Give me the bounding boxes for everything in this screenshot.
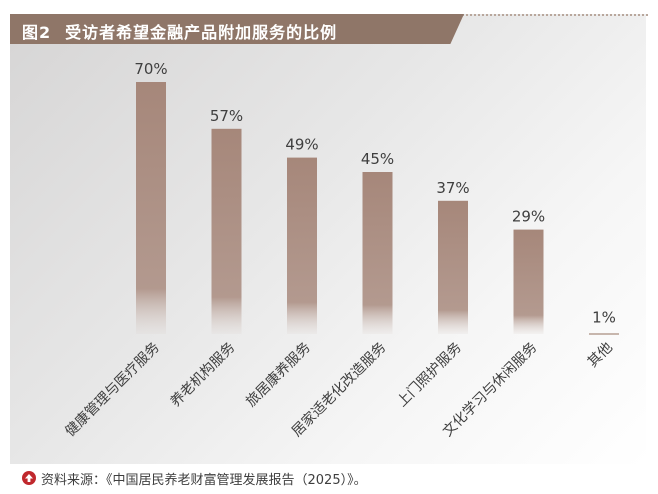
- category-label-5: 上门照护服务: [394, 340, 465, 411]
- value-label-5: 37%: [436, 179, 469, 197]
- title-bar: [10, 14, 464, 44]
- category-label-3: 旅居康养服务: [242, 339, 313, 410]
- bar-1: [136, 82, 166, 334]
- value-label-3: 49%: [285, 136, 318, 154]
- figure-label: 图2: [22, 23, 52, 42]
- bar-4: [362, 172, 393, 334]
- chart-title: 图2 受访者希望金融产品附加服务的比例: [22, 19, 337, 43]
- value-label-6: 29%: [512, 208, 545, 226]
- category-label-2: 养老机构服务: [168, 340, 239, 411]
- value-label-1: 70%: [134, 60, 167, 78]
- bar-5: [438, 200, 468, 334]
- bar-2: [211, 128, 242, 334]
- value-label-4: 45%: [361, 150, 394, 168]
- source-text: 资料来源：《中国居民养老财富管理发展报告（2025）》。: [41, 472, 367, 488]
- category-label-1: 健康管理与医疗服务: [62, 339, 163, 440]
- title-label: 受访者希望金融产品附加服务的比例: [65, 23, 338, 42]
- category-label-7: 其他: [585, 340, 616, 371]
- value-label-7: 1%: [592, 308, 616, 326]
- dotted-divider: [462, 14, 648, 16]
- bars-group: [136, 82, 619, 335]
- bar-3: [287, 157, 317, 334]
- bar-6: [513, 229, 544, 334]
- value-labels-group: 70% 57% 49% 45% 37% 29% 1%: [134, 60, 616, 326]
- up-arrow-icon: [22, 471, 36, 485]
- value-label-2: 57%: [210, 107, 243, 125]
- source-note: 资料来源：《中国居民养老财富管理发展报告（2025）》。: [22, 468, 367, 488]
